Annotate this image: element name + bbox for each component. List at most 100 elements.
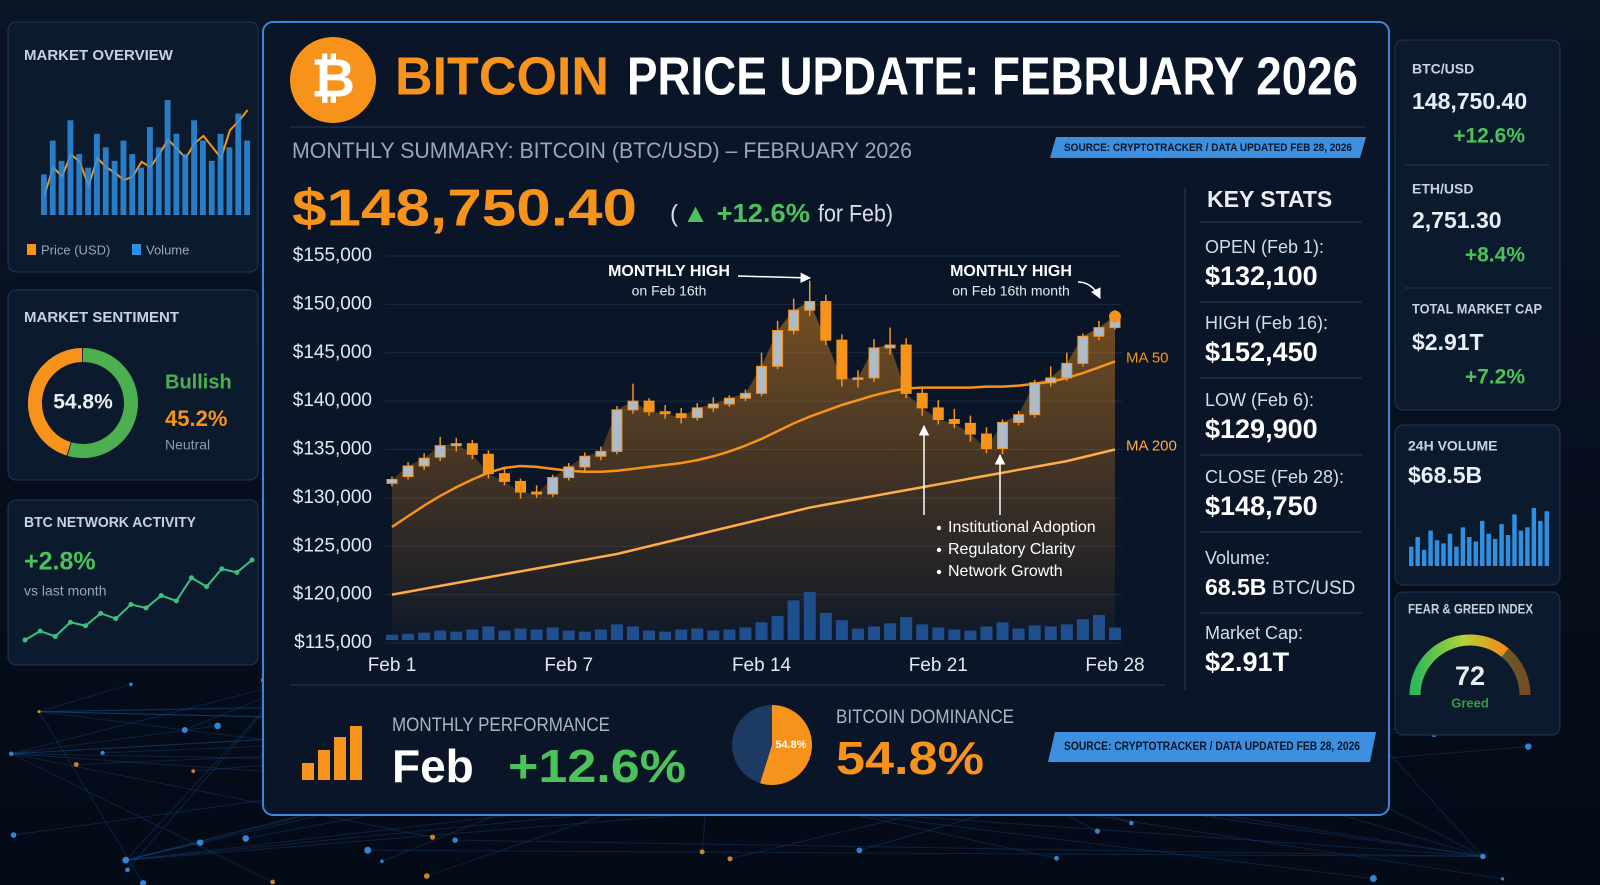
icon-bar (350, 726, 362, 780)
candle-body (997, 421, 1009, 450)
volume-bar (402, 633, 415, 640)
mini-bar (226, 147, 233, 215)
candle-body (884, 344, 896, 349)
bg-link (38, 683, 132, 713)
candle-body (836, 339, 848, 380)
sentiment-label: Bullish (165, 371, 232, 393)
candle-body (1077, 335, 1089, 364)
price-change: ▲ +12.6% (682, 198, 810, 228)
volume-bar (884, 623, 897, 640)
candle-body (466, 443, 478, 455)
icon-bar (302, 763, 314, 780)
bg-node (73, 762, 79, 767)
y-tick-label: $125,000 (293, 535, 372, 556)
mini-bar (217, 133, 224, 215)
mini-bar (67, 120, 74, 215)
legend-swatch (132, 244, 141, 255)
volume-bar (1076, 619, 1089, 640)
bg-link (455, 839, 1483, 857)
volume-bar (1044, 626, 1057, 640)
candle-body (482, 453, 494, 475)
bg-node (270, 879, 275, 885)
panel-title: FEAR & GREED INDEX (1408, 601, 1534, 617)
performance-month: Feb (392, 740, 474, 792)
bg-node (856, 847, 863, 854)
activity-point (37, 628, 43, 634)
mini-bar (200, 140, 206, 215)
volume-bar (1467, 537, 1472, 566)
mini-bar (164, 100, 171, 215)
legend-label: Volume (146, 242, 189, 257)
mini-bar (155, 147, 162, 215)
volume-bar (546, 627, 559, 640)
activity-note: vs last month (24, 583, 106, 599)
panel-title: BTC NETWORK ACTIVITY (24, 514, 196, 531)
volume-bar (562, 630, 575, 640)
volume-bar (1499, 524, 1504, 566)
title: PRICE UPDATE: FEBRUARY 2026 (627, 46, 1358, 106)
volume-bar (691, 628, 704, 640)
ticker-value: 148,750.40 (1412, 88, 1527, 114)
bg-node (1129, 820, 1134, 826)
volume-bar (627, 626, 639, 640)
bg-node (1500, 877, 1505, 881)
source-badge (1050, 137, 1366, 158)
bullet (936, 547, 942, 553)
bg-link (11, 753, 433, 838)
mini-bar (111, 160, 118, 215)
icon-bar (334, 737, 346, 780)
legend-swatch (27, 244, 36, 255)
bg-link (38, 711, 144, 884)
activity-point (143, 605, 149, 611)
mini-bar (244, 140, 250, 215)
candle-body (932, 407, 944, 421)
candle-body (852, 377, 864, 380)
mini-bar (102, 147, 109, 215)
activity-point (249, 557, 255, 563)
ticker-label: BTC/USD (1412, 61, 1474, 77)
annotation-text: on Feb 16th month (952, 283, 1070, 299)
volume-bar (1492, 538, 1498, 566)
bg-node (1369, 875, 1377, 882)
driver: Regulatory Clarity (948, 541, 1075, 558)
candle-body (386, 478, 398, 484)
volume-bar (819, 612, 832, 640)
volume-bar (386, 634, 398, 640)
volume-bar (466, 629, 479, 640)
pie-slice (760, 705, 812, 786)
y-tick-label: $135,000 (293, 439, 372, 460)
activity-point (22, 637, 28, 643)
volume-bar (610, 624, 623, 640)
stat-value: $129,900 (1205, 414, 1318, 444)
bg-node (140, 880, 147, 885)
candle-body (900, 344, 912, 394)
volume-bar (514, 628, 527, 640)
icon-bar (318, 750, 330, 780)
stat-value: $2.91T (1205, 647, 1290, 677)
bullet (936, 569, 942, 575)
candle-body (418, 457, 430, 467)
mini-bar (235, 113, 242, 215)
candle-body (723, 397, 735, 405)
source: SOURCE: CRYPTOTRACKER / DATA UPDATED FEB… (1064, 142, 1352, 154)
volume-bar (1028, 625, 1041, 640)
candle-body (868, 347, 880, 379)
dominance-label: BITCOIN DOMINANCE (836, 707, 1014, 728)
bg-link (127, 689, 283, 871)
volume-bar (1460, 527, 1466, 566)
bg-node (37, 710, 41, 714)
key-stats-title: KEY STATS (1207, 186, 1332, 212)
bg-node (699, 849, 705, 855)
dominance-value: 54.8% (836, 732, 984, 784)
stat-label: Market Cap: (1205, 623, 1303, 643)
ticker-label: TOTAL MARKET CAP (1412, 301, 1542, 317)
candle-body (804, 300, 816, 311)
volume-bar (932, 627, 945, 640)
y-tick-label: $140,000 (293, 390, 372, 411)
x-tick-label: Feb 1 (368, 655, 417, 676)
series-label: MA 50 (1126, 349, 1169, 366)
mini-bar (191, 120, 197, 215)
volume-bar (578, 631, 591, 640)
ticker-change: +8.4% (1465, 244, 1525, 267)
